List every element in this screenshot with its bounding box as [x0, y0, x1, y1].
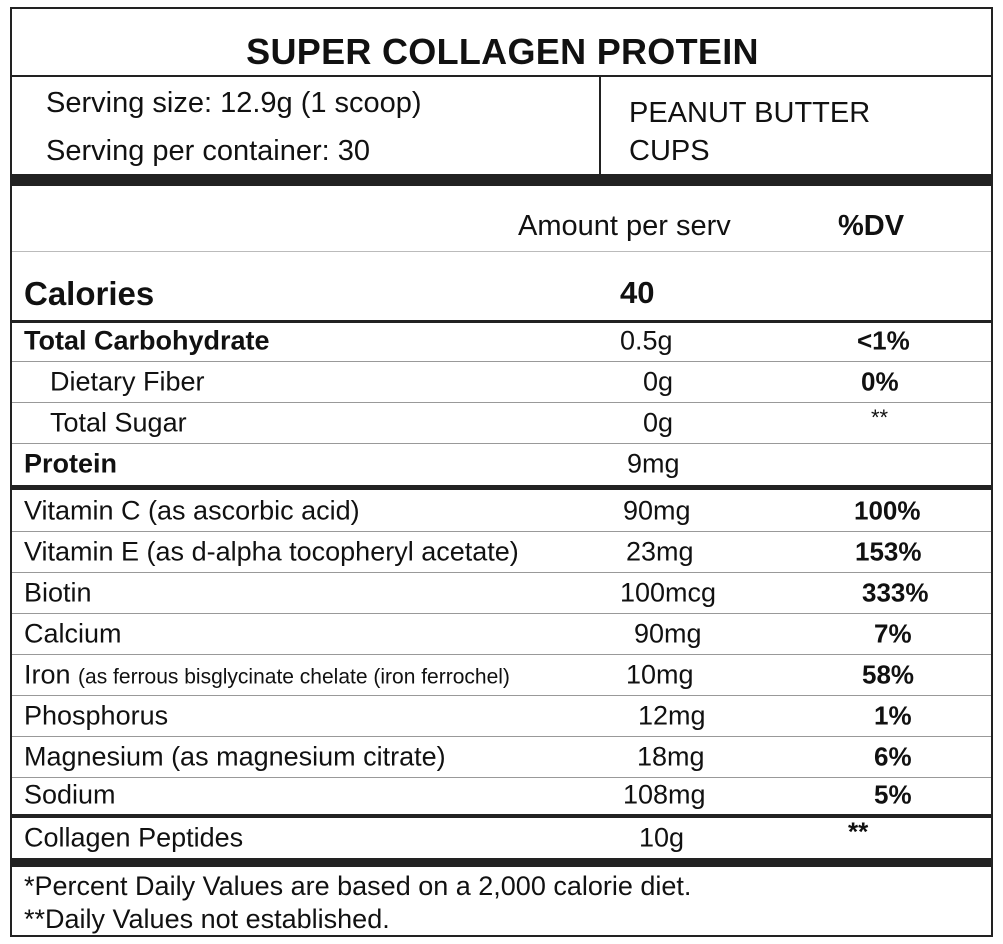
nutrient-row: Vitamin C (as ascorbic acid) 90mg 100%	[12, 490, 991, 531]
nutrient-name: Collagen Peptides	[24, 822, 244, 853]
nutrient-dv: 333%	[862, 577, 929, 607]
nutrient-dv: 100%	[854, 495, 921, 525]
divider	[12, 654, 991, 655]
nutrient-dv: <1%	[857, 325, 910, 355]
nutrient-name: Dietary Fiber	[50, 366, 205, 396]
nutrient-row: Collagen Peptides 10g **	[12, 816, 991, 858]
nutrient-row: Magnesium (as magnesium citrate) 18mg 6%	[12, 736, 991, 777]
thick-divider	[12, 174, 991, 186]
nutrient-amount: 10g	[639, 822, 685, 853]
nutrient-name: Calcium	[24, 618, 122, 648]
divider	[12, 402, 991, 403]
thick-divider	[12, 485, 991, 490]
flavor-line-1: PEANUT BUTTER	[629, 97, 871, 129]
nutrition-label: SUPER COLLAGEN PROTEIN Serving size: 12.…	[10, 7, 993, 937]
nutrient-row: Dietary Fiber 0g 0%	[12, 361, 991, 402]
servings-per-container: Serving per container: 30	[46, 135, 371, 167]
nutrient-dv: **	[871, 404, 889, 430]
nutrient-amount: 100mcg	[620, 577, 717, 607]
divider	[12, 572, 991, 573]
divider	[12, 443, 991, 444]
nutrient-amount: 12mg	[638, 700, 706, 730]
divider	[12, 531, 991, 532]
nutrient-dv: 0%	[861, 366, 899, 396]
product-title: SUPER COLLAGEN PROTEIN	[246, 31, 759, 72]
nutrient-name: Phosphorus	[24, 700, 169, 730]
nutrient-name: Biotin	[24, 577, 92, 607]
nutrient-row: Phosphorus 12mg 1%	[12, 695, 991, 736]
nutrient-name: Magnesium (as magnesium citrate)	[24, 741, 446, 771]
nutrient-row: Sodium 108mg 5%	[12, 776, 991, 814]
nutrient-amount: 108mg	[623, 779, 706, 810]
nutrient-row: Biotin 100mcg 333%	[12, 572, 991, 613]
divider	[12, 736, 991, 737]
divider	[12, 251, 991, 252]
nutrient-amount: 10mg	[626, 659, 694, 689]
nutrient-name: Vitamin E (as d-alpha tocopheryl acetate…	[24, 536, 519, 566]
nutrient-amount: 90mg	[634, 618, 702, 648]
nutrient-amount: 18mg	[637, 741, 705, 771]
calories-value: 40	[620, 275, 655, 310]
nutrient-row: Calcium 90mg 7%	[12, 613, 991, 654]
nutrient-amount: 0g	[643, 407, 674, 437]
nutrient-dv: 58%	[862, 659, 915, 689]
nutrient-dv: 5%	[874, 779, 912, 810]
nutrient-amount: 9mg	[627, 448, 680, 478]
nutrient-name: Protein	[24, 448, 118, 478]
serving-size: Serving size: 12.9g (1 scoop)	[46, 87, 422, 119]
calories-label: Calories	[24, 275, 155, 312]
flavor-line-2: CUPS	[629, 135, 710, 167]
nutrient-row: Iron (as ferrous bisglycinate chelate (i…	[12, 654, 991, 695]
footnote-dv: *Percent Daily Values are based on a 2,0…	[24, 871, 692, 901]
nutrient-dv: **	[848, 816, 869, 847]
nutrient-name: Sodium	[24, 779, 116, 810]
nutrient-row: Protein 9mg	[12, 443, 991, 484]
divider	[599, 76, 601, 174]
nutrient-dv: 1%	[874, 700, 912, 730]
nutrient-amount: 90mg	[623, 495, 691, 525]
nutrient-dv: 153%	[855, 536, 922, 566]
nutrient-amount: 23mg	[626, 536, 694, 566]
divider	[12, 75, 991, 77]
nutrient-qualifier: (as ferrous bisglycinate chelate (iron f…	[78, 665, 510, 688]
dv-header: %DV	[838, 210, 905, 242]
nutrient-dv: 7%	[874, 618, 912, 648]
nutrient-name: Iron (as ferrous bisglycinate chelate (i…	[24, 659, 510, 689]
thick-divider	[12, 858, 991, 867]
amount-header: Amount per serv	[518, 210, 731, 242]
nutrient-row: Vitamin E (as d-alpha tocopheryl acetate…	[12, 531, 991, 572]
divider	[12, 613, 991, 614]
divider	[12, 777, 991, 778]
divider	[12, 361, 991, 362]
nutrient-row: Total Sugar 0g **	[12, 402, 991, 443]
nutrient-dv: 6%	[874, 741, 912, 771]
nutrient-amount: 0.5g	[620, 325, 673, 355]
nutrient-name: Total Carbohydrate	[24, 325, 270, 355]
divider	[12, 320, 991, 323]
nutrient-name: Vitamin C (as ascorbic acid)	[24, 495, 360, 525]
divider	[12, 695, 991, 696]
footnote-not-established: **Daily Values not established.	[24, 904, 390, 934]
nutrient-name: Total Sugar	[50, 407, 187, 437]
nutrient-amount: 0g	[643, 366, 674, 396]
thick-divider	[12, 814, 991, 818]
nutrient-row: Total Carbohydrate 0.5g <1%	[12, 320, 991, 361]
